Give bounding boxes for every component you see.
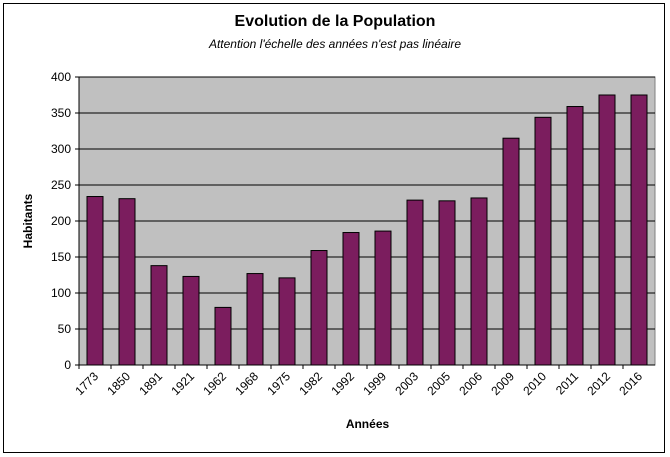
x-tick-label: 1992 [328,369,357,398]
y-axis-label: Habitants [21,193,35,248]
bar [598,94,616,366]
x-tick-label: 2011 [553,369,581,397]
x-tick-label: 2010 [520,369,549,398]
bar [502,137,520,366]
gridlines [79,76,655,330]
x-tick-label: 2009 [488,369,517,398]
y-tick-label: 350 [51,106,71,120]
y-tick-labels: 0 50 100 150 200 250 300 350 400 [51,70,79,372]
x-tick-label: 1962 [200,369,229,398]
bar [374,230,392,366]
bar [246,273,264,366]
y-tick-label: 200 [51,214,71,228]
x-tick-label: 2005 [424,369,453,398]
bar [630,94,648,366]
y-tick-label: 250 [51,178,71,192]
bar [118,198,136,366]
bar [534,116,552,366]
x-tick-label: 1968 [232,369,261,398]
y-tick-label: 150 [51,250,71,264]
x-tick-labels: 1773 1850 1891 1921 1962 1968 1975 1982 1992 1999… [72,365,645,398]
y-tick-label: 400 [51,70,71,84]
x-tick-label: 1921 [168,369,197,398]
bar [406,199,424,366]
y-tick-label: 300 [51,142,71,156]
bar [566,106,584,366]
x-tick-label: 1891 [136,369,165,398]
bar [310,250,328,366]
x-tick-label: 2003 [392,369,421,398]
x-tick-label: 1773 [72,369,101,398]
x-tick-label: 2006 [456,369,485,398]
chart-title: Evolution de la Population [234,13,436,30]
bar [470,197,488,366]
bar [214,306,232,366]
chart-subtitle: Attention l'échelle des années n'est pas… [208,37,462,51]
x-tick-label: 1975 [264,369,293,398]
y-tick-label: 0 [64,358,71,372]
x-tick-label: 2016 [616,369,645,398]
bar [150,265,168,366]
x-tick-label: 1999 [360,369,389,398]
x-tick-label: 1982 [296,369,325,398]
x-tick-label: 1850 [104,369,133,398]
y-tick-label: 100 [51,286,71,300]
bar [438,200,456,366]
x-tick-label: 2012 [584,369,613,398]
x-axis-label: Années [345,417,390,431]
bar [278,277,296,366]
y-tick-label: 50 [58,322,72,336]
bar [342,232,360,366]
bar [86,196,104,366]
bar [182,275,200,366]
